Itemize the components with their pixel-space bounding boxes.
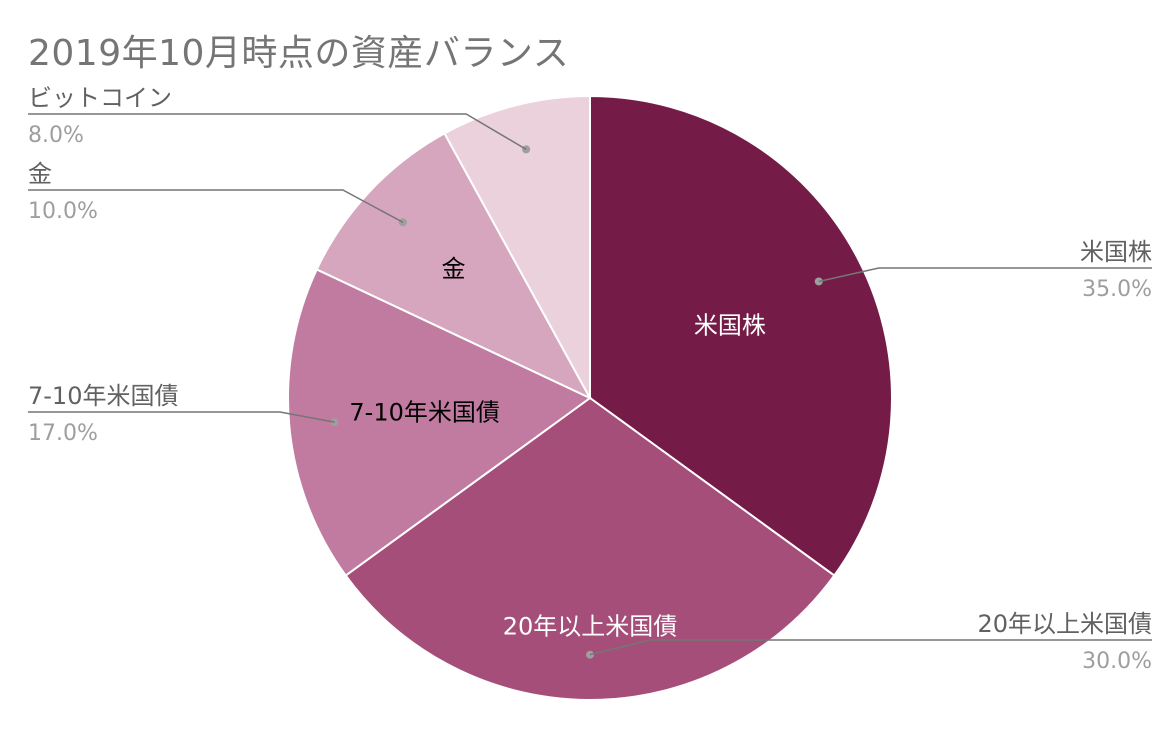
callout-percent-3: 10.0% [28, 199, 98, 224]
callout-percent-0: 35.0% [1082, 277, 1152, 302]
callout-label-1: 20年以上米国債 [977, 610, 1152, 638]
slice-label-0: 米国株 [694, 312, 766, 340]
callout-percent-1: 30.0% [1082, 649, 1152, 674]
callout-line-0 [818, 267, 1152, 283]
callout-percent-2: 17.0% [28, 421, 98, 446]
callout-label-3: 金 [28, 160, 52, 188]
slice-label-1: 20年以上米国債 [503, 613, 678, 641]
callout-label-4: ビットコイン [28, 84, 172, 112]
callout-line-1 [589, 639, 1152, 656]
pie-slice-1 [344, 396, 836, 701]
callout-line-3 [28, 189, 404, 223]
inner-labels-layer: 米国株 20年以上米国債 7-10年米国債 金 [349, 255, 766, 641]
callout-line-2 [28, 411, 335, 423]
callout-line-4 [28, 113, 527, 151]
pie-slice-4 [443, 94, 591, 399]
pie-slice-3 [315, 131, 593, 401]
callout-percent-4: 8.0% [28, 123, 84, 148]
pie-slice-2 [287, 268, 592, 577]
chart-title: 2019年10月時点の資産バランス [28, 33, 570, 74]
callout-label-0: 米国株 [1080, 238, 1152, 266]
slice-label-2: 7-10年米国債 [349, 399, 499, 427]
pie-slice-0 [589, 94, 893, 577]
slice-label-3: 金 [442, 255, 466, 283]
callout-label-2: 7-10年米国債 [28, 382, 178, 410]
slices-layer [287, 94, 893, 701]
callouts-layer: 米国株 35.0% 20年以上米国債 30.0% 7-10年米国債 17.0% 金 10.0%… [28, 84, 1152, 674]
